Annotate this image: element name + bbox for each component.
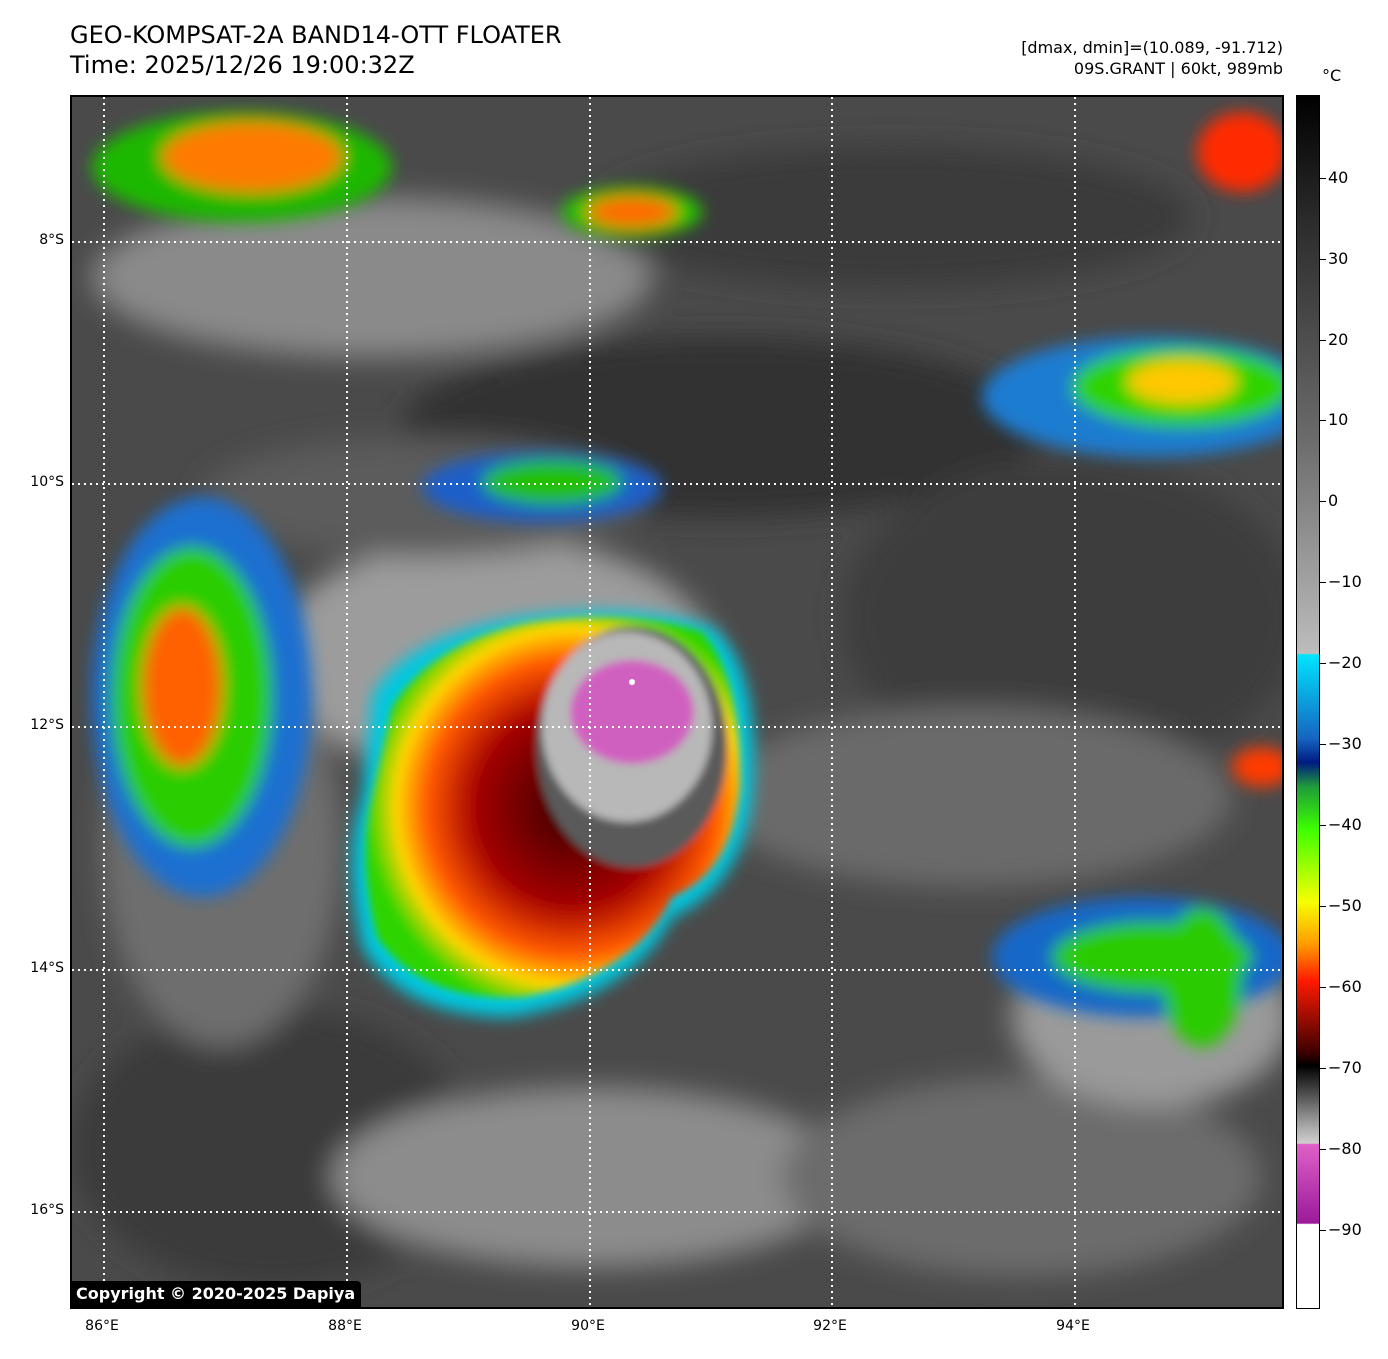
colorbar-label: −90 xyxy=(1328,1220,1362,1239)
ir-imagery xyxy=(72,97,1282,1307)
colorbar-tick xyxy=(1320,501,1326,502)
cyclone-cdo xyxy=(352,611,754,1017)
lat-label: 12°S xyxy=(30,717,64,733)
colorbar-tick xyxy=(1320,259,1326,260)
graticule xyxy=(72,97,1282,1307)
colorbar-tick xyxy=(1320,582,1326,583)
lat-label: 10°S xyxy=(30,474,64,490)
colorbar-tick xyxy=(1320,1149,1326,1150)
colorbar-label: −80 xyxy=(1328,1139,1362,1158)
colorbar-label: −20 xyxy=(1328,653,1362,672)
lat-label: 14°S xyxy=(30,960,64,976)
colorbar-label: 10 xyxy=(1328,410,1349,429)
colorbar-tick xyxy=(1320,744,1326,745)
colorbar-tick xyxy=(1320,1230,1326,1231)
map-title: GEO-KOMPSAT-2A BAND14-OTT FLOATER Time: … xyxy=(70,20,562,80)
colorbar-tick xyxy=(1320,1068,1326,1069)
colorbar-label: 40 xyxy=(1328,168,1349,187)
lon-label: 86°E xyxy=(85,1318,119,1334)
colorbar-label: −10 xyxy=(1328,572,1362,591)
colorbar-label: 30 xyxy=(1328,249,1349,268)
lon-label: 92°E xyxy=(813,1318,847,1334)
convective-bands xyxy=(92,112,1282,1047)
colorbar-label: 0 xyxy=(1328,491,1339,510)
colorbar-tick xyxy=(1320,178,1326,179)
lat-label: 8°S xyxy=(39,232,64,248)
colorbar-label: −60 xyxy=(1328,977,1362,996)
colorbar-tick xyxy=(1320,987,1326,988)
data-range-text: [dmax, dmin]=(10.089, -91.712) xyxy=(1021,38,1283,57)
colorbar-label: −30 xyxy=(1328,734,1362,753)
colorbar-tick xyxy=(1320,906,1326,907)
colorbar-label: −40 xyxy=(1328,815,1362,834)
colorbar xyxy=(1296,95,1320,1309)
lon-label: 94°E xyxy=(1056,1318,1090,1334)
satellite-image xyxy=(70,95,1284,1309)
colorbar-label: 20 xyxy=(1328,330,1349,349)
colorbar-tick xyxy=(1320,663,1326,664)
colorbar-label: −70 xyxy=(1328,1058,1362,1077)
storm-info-text: 09S.GRANT | 60kt, 989mb xyxy=(1073,59,1283,78)
colorbar-label: −50 xyxy=(1328,896,1362,915)
title-product: GEO-KOMPSAT-2A BAND14-OTT FLOATER xyxy=(70,21,562,49)
colorbar-tick xyxy=(1320,340,1326,341)
colorbar-tick xyxy=(1320,825,1326,826)
lat-label: 16°S xyxy=(30,1202,64,1218)
lon-label: 90°E xyxy=(571,1318,605,1334)
colorbar-tick xyxy=(1320,420,1326,421)
colorbar-unit: °C xyxy=(1322,66,1342,85)
title-time: Time: 2025/12/26 19:00:32Z xyxy=(70,51,415,79)
map-info: [dmax, dmin]=(10.089, -91.712) 09S.GRANT… xyxy=(1021,37,1283,79)
copyright-label: Copyright © 2020-2025 Dapiya xyxy=(70,1281,362,1307)
lon-label: 88°E xyxy=(328,1318,362,1334)
